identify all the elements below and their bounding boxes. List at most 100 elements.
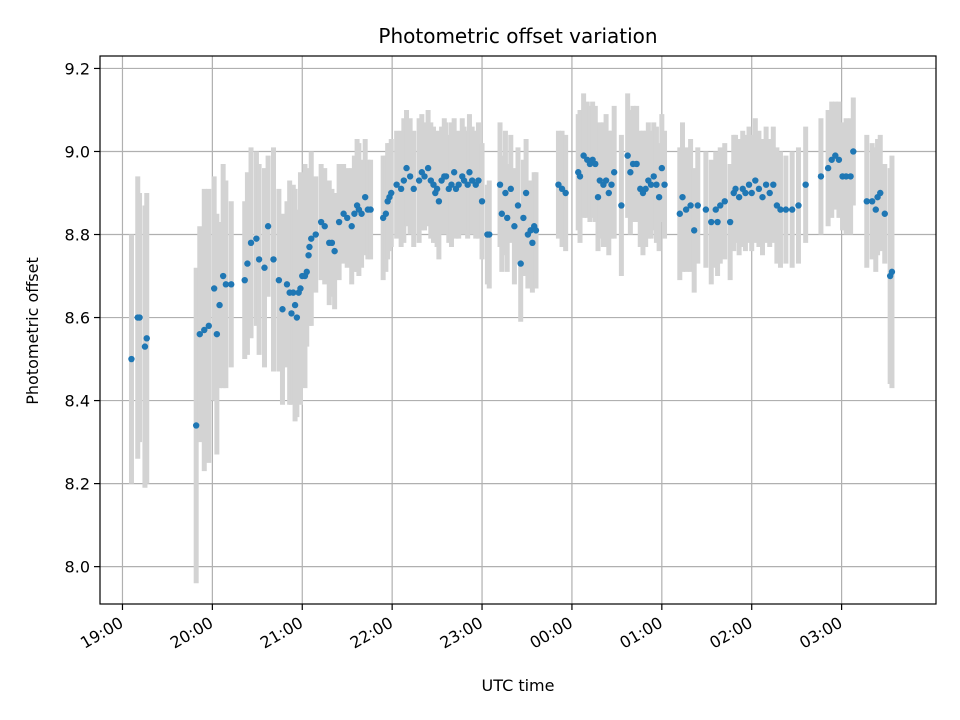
data-point bbox=[504, 214, 511, 222]
data-point bbox=[558, 185, 566, 193]
data-point bbox=[406, 173, 414, 180]
data-point bbox=[201, 326, 208, 334]
data-point bbox=[888, 268, 896, 276]
data-point bbox=[881, 210, 888, 217]
data-point bbox=[817, 173, 825, 180]
data-point bbox=[219, 272, 227, 280]
data-point bbox=[498, 210, 506, 217]
data-point bbox=[486, 231, 493, 238]
data-point bbox=[331, 247, 338, 255]
data-point bbox=[514, 202, 522, 209]
y-tick-label: 8.6 bbox=[65, 309, 90, 328]
data-point bbox=[244, 260, 251, 267]
data-point bbox=[658, 164, 666, 172]
data-point bbox=[397, 185, 405, 193]
data-point bbox=[205, 322, 212, 330]
data-point bbox=[777, 206, 784, 213]
data-point bbox=[532, 227, 540, 234]
data-point bbox=[868, 198, 876, 205]
data-point bbox=[847, 173, 854, 180]
data-point bbox=[361, 193, 369, 201]
data-point bbox=[650, 173, 657, 180]
data-point bbox=[594, 193, 602, 201]
data-point bbox=[279, 306, 286, 313]
data-point bbox=[424, 164, 432, 172]
data-point bbox=[358, 210, 365, 217]
data-point bbox=[759, 193, 766, 201]
data-point bbox=[732, 185, 739, 193]
data-point bbox=[562, 189, 569, 197]
data-point bbox=[842, 173, 850, 180]
data-point bbox=[348, 223, 355, 230]
data-point bbox=[735, 193, 743, 201]
data-point bbox=[627, 169, 634, 176]
data-point bbox=[511, 223, 518, 230]
data-point bbox=[555, 181, 562, 188]
data-point bbox=[448, 181, 455, 188]
data-point bbox=[676, 210, 684, 217]
data-point bbox=[241, 276, 248, 284]
data-point bbox=[143, 335, 150, 342]
data-point bbox=[291, 301, 299, 309]
data-point bbox=[464, 181, 471, 188]
data-point bbox=[592, 160, 599, 168]
data-point bbox=[661, 181, 668, 188]
data-point bbox=[303, 268, 310, 276]
y-tick-label: 8.4 bbox=[65, 392, 90, 411]
data-point bbox=[382, 210, 390, 217]
data-point bbox=[496, 181, 504, 188]
data-point bbox=[253, 235, 260, 242]
data-point bbox=[216, 301, 223, 309]
data-point bbox=[529, 239, 536, 247]
data-point bbox=[850, 148, 857, 155]
data-point bbox=[520, 214, 527, 222]
data-point bbox=[877, 189, 884, 197]
data-point bbox=[770, 181, 777, 188]
data-point bbox=[726, 218, 734, 226]
data-point bbox=[752, 177, 759, 184]
data-point bbox=[421, 173, 428, 180]
data-point bbox=[642, 185, 649, 193]
data-point bbox=[712, 206, 719, 213]
data-point bbox=[270, 256, 277, 263]
plot-frame bbox=[99, 55, 937, 605]
y-tick-label: 8.0 bbox=[65, 558, 90, 577]
data-point bbox=[255, 256, 263, 263]
data-point bbox=[682, 206, 690, 213]
data-point bbox=[351, 210, 358, 217]
data-point bbox=[702, 206, 710, 213]
data-point bbox=[721, 198, 728, 205]
data-point bbox=[576, 173, 584, 180]
data-point bbox=[679, 193, 686, 201]
data-point bbox=[213, 330, 221, 338]
data-point bbox=[717, 202, 724, 209]
data-point bbox=[655, 193, 663, 201]
data-point bbox=[410, 185, 417, 193]
data-point bbox=[321, 223, 328, 230]
data-point bbox=[264, 223, 272, 230]
data-point bbox=[714, 218, 721, 226]
data-point bbox=[624, 152, 631, 159]
data-point bbox=[832, 152, 839, 159]
data-point bbox=[433, 185, 441, 193]
data-point bbox=[507, 185, 515, 193]
data-point bbox=[450, 169, 458, 176]
data-point bbox=[502, 189, 509, 197]
y-axis-ticks: 8.0 8.2 8.4 8.6 8.8 9.0 9.2 bbox=[65, 59, 100, 577]
data-point bbox=[766, 189, 773, 197]
data-point bbox=[788, 206, 796, 213]
data-point bbox=[580, 152, 587, 159]
data-point bbox=[222, 281, 230, 288]
data-point bbox=[288, 310, 295, 317]
data-point bbox=[435, 198, 443, 205]
data-point bbox=[618, 202, 625, 209]
data-point bbox=[403, 164, 410, 172]
data-point bbox=[275, 276, 283, 284]
data-point bbox=[312, 231, 319, 238]
data-point bbox=[328, 239, 336, 247]
data-point bbox=[522, 189, 530, 197]
data-point bbox=[824, 164, 832, 172]
data-point bbox=[608, 181, 615, 188]
data-point bbox=[694, 202, 701, 209]
